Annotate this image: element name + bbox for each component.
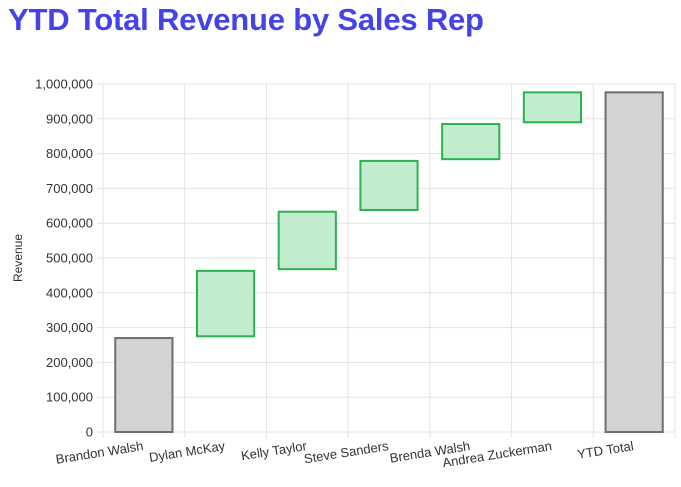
y-tick-label: 0 <box>86 425 93 440</box>
y-tick-label: 600,000 <box>46 216 93 231</box>
increase-bar <box>277 210 337 271</box>
y-tick-label: 900,000 <box>46 111 93 126</box>
increase-bar <box>522 91 583 124</box>
y-axis: 0 100,000 200,000 300,000 400,000 500,000 600,… <box>35 77 93 440</box>
x-tick-label: Brandon Walsh <box>55 438 145 467</box>
y-tick-label: 700,000 <box>46 181 93 196</box>
y-tick-label: 200,000 <box>46 355 93 370</box>
y-tick-label: 300,000 <box>46 320 93 335</box>
x-tick-label: Dylan McKay <box>148 438 226 465</box>
bars <box>114 91 664 434</box>
chart-title: YTD Total Revenue by Sales Rep <box>8 2 484 37</box>
y-axis-label: Revenue <box>11 234 25 282</box>
total-bar <box>114 337 174 434</box>
x-axis: Brandon Walsh Dylan McKay Kelly TaylorStev… <box>55 438 635 470</box>
grid-lines <box>97 83 676 438</box>
y-tick-label: 500,000 <box>46 251 93 266</box>
increase-bar <box>441 123 501 161</box>
y-tick-label: 100,000 <box>46 390 93 405</box>
y-tick-label: 1,000,000 <box>35 77 93 92</box>
increase-bar <box>359 159 419 211</box>
y-tick-label: 800,000 <box>46 146 93 161</box>
x-tick-label: YTD Total <box>576 438 635 462</box>
x-tick-label: Steve Sanders <box>303 438 390 466</box>
increase-bar <box>195 269 256 338</box>
y-tick-label: 400,000 <box>46 285 93 300</box>
x-tick-label: Kelly Taylor <box>240 438 308 463</box>
total-bar <box>604 91 664 434</box>
